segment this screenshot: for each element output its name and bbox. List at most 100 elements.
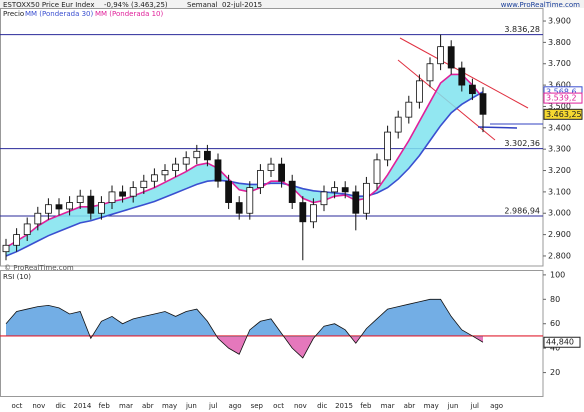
- candle-body: [193, 150, 201, 159]
- candle-body: [172, 163, 180, 171]
- y-tick-label: 3.700: [548, 59, 571, 68]
- candle-body: [468, 84, 476, 95]
- candle-body: [331, 187, 339, 193]
- candle-body: [203, 150, 211, 161]
- x-tick-label: may: [424, 402, 439, 410]
- ma-line: [5, 91, 484, 257]
- y-tick-label: 3.600: [548, 81, 571, 90]
- rsi-tag-label: 44,840: [546, 338, 574, 347]
- x-tick-label: ago: [490, 402, 503, 410]
- x-tick-label: 2014: [73, 402, 91, 410]
- x-tick-label: mar: [381, 402, 395, 410]
- candle-body: [235, 202, 243, 214]
- candle-body: [13, 234, 21, 246]
- price-tag-label: 3.568,6: [546, 87, 577, 96]
- candle-body: [66, 202, 73, 210]
- rsi-area-up: [6, 299, 483, 337]
- rsi-title: RSI (10): [3, 273, 31, 281]
- candle-body: [426, 63, 434, 82]
- candle-body: [437, 46, 445, 65]
- candle-body: [341, 187, 349, 193]
- price-tag-label: 3.463,25: [546, 110, 582, 119]
- legend-box: [1, 9, 161, 19]
- y-tick-label: 3.200: [548, 166, 571, 175]
- main-frame: [0, 8, 544, 267]
- candle-body: [87, 195, 95, 214]
- candle-body: [309, 204, 317, 223]
- candle-body: [320, 191, 328, 206]
- y-tick-label: 3.000: [548, 209, 571, 218]
- candle-body: [225, 180, 233, 203]
- candle-body: [45, 204, 52, 214]
- legend-label: MM (Ponderada 30): [25, 10, 94, 18]
- x-tick-label: jul: [208, 402, 217, 410]
- price-tag: [543, 108, 583, 120]
- candle-body: [479, 93, 487, 115]
- y-tick-label: 3.500: [548, 102, 571, 111]
- x-tick-label: feb: [99, 402, 111, 410]
- x-tick-label: jun: [185, 402, 197, 410]
- candle-body: [384, 131, 392, 161]
- support-line: [477, 126, 518, 129]
- instrument: ESTOXX50 Price Eur Index: [3, 1, 94, 9]
- candle-body: [458, 67, 466, 86]
- candle-body: [267, 163, 275, 171]
- x-tick-label: sep: [251, 402, 264, 410]
- price-tag-label: 3.539,2: [546, 94, 577, 103]
- legend-label: MM (Ponderada 10): [95, 10, 164, 18]
- candle-body: [182, 157, 190, 165]
- x-tick-label: jul: [470, 402, 479, 410]
- y-tick-label: 3.100: [548, 187, 571, 196]
- ma-line: [5, 73, 484, 249]
- main-plot: [2, 34, 487, 261]
- y-tick-label: 3.900: [548, 17, 571, 26]
- legend-label: Precio: [3, 10, 24, 18]
- y-tick-label: 20: [550, 368, 560, 377]
- candle-body: [415, 80, 423, 103]
- candle-body: [299, 202, 307, 223]
- x-tick-label: ago: [228, 402, 241, 410]
- candle-body: [140, 180, 148, 189]
- y-tick-label: 3.300: [548, 145, 571, 154]
- date: 02-jul-2015: [222, 1, 262, 9]
- y-tick-label: 40: [550, 344, 560, 353]
- x-tick-label: abr: [404, 402, 416, 410]
- y-tick-label: 80: [550, 295, 560, 304]
- x-tick-label: may: [162, 402, 177, 410]
- site[interactable]: www.ProRealTime.com: [501, 1, 580, 9]
- candle-body: [288, 180, 296, 203]
- candle-body: [373, 159, 381, 184]
- candle-body: [55, 204, 63, 210]
- candle-body: [34, 212, 42, 225]
- x-tick-label: nov: [32, 402, 45, 410]
- x-tick-label: jun: [447, 402, 459, 410]
- rsi-frame: [0, 270, 544, 397]
- candle-body: [394, 116, 402, 133]
- x-tick-label: abr: [142, 402, 154, 410]
- copyright: © ProRealTime.com: [4, 264, 74, 272]
- level-label: 2.986,94: [504, 207, 540, 216]
- x-tick-label: dic: [317, 402, 327, 410]
- candle-body: [161, 170, 169, 176]
- rsi-line: [5, 298, 484, 359]
- x-tick-label: oct: [12, 402, 23, 410]
- y-tick-label: 100: [550, 270, 565, 279]
- candle-body: [108, 191, 116, 203]
- x-tick-label: 2015: [335, 402, 353, 410]
- price-tag: [543, 92, 583, 104]
- candle-body: [246, 187, 254, 214]
- candle-body: [447, 46, 455, 69]
- y-tick-label: 3.400: [548, 123, 571, 132]
- rsi-tag: [543, 336, 581, 348]
- period: Semanal: [187, 1, 218, 9]
- x-tick-label: oct: [273, 402, 284, 410]
- y-tick-label: 3.800: [548, 38, 571, 47]
- candle-body: [23, 223, 31, 236]
- candle-body: [362, 182, 370, 214]
- x-tick-label: nov: [294, 402, 307, 410]
- candle-body: [2, 244, 10, 253]
- change: -0,94% (3.463,25): [104, 1, 168, 9]
- candle-body: [278, 163, 286, 182]
